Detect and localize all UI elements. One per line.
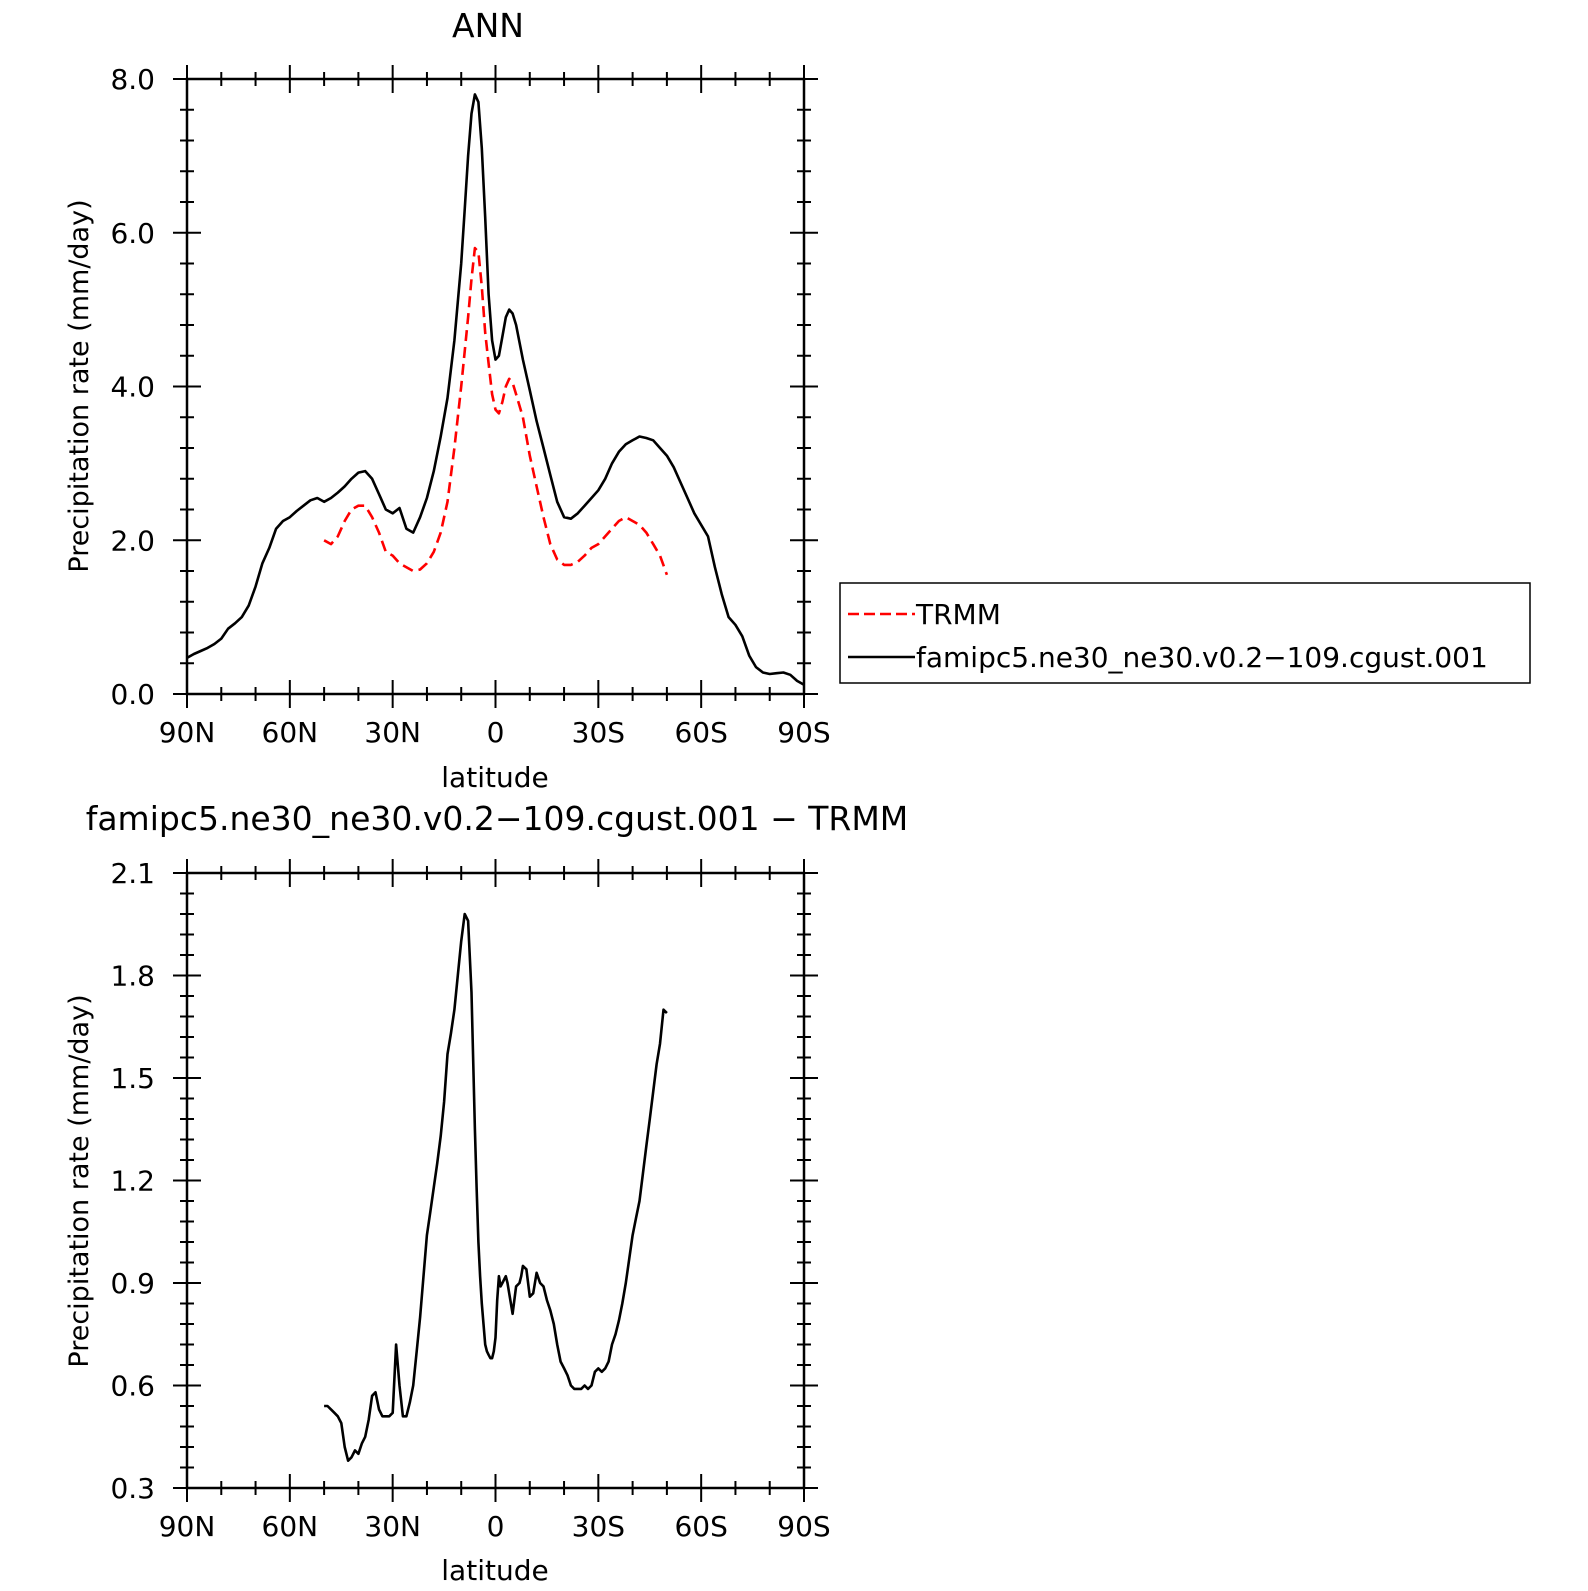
top-x-tick-label: 60S (674, 716, 727, 749)
bottom-y-axis-label: Precipitation rate (mm/day) (64, 994, 95, 1367)
top-x-tick-label: 90N (159, 716, 216, 749)
bottom-panel: famipc5.ne30_ne30.v0.2−109.cgust.001 − T… (64, 799, 908, 1587)
top-frame (185, 77, 806, 696)
top-series-line-trmm (323, 246, 669, 576)
bottom-plot-area (324, 912, 668, 1462)
bottom-y-tick-label: 0.3 (110, 1472, 155, 1505)
top-plot-area (186, 93, 805, 686)
top-x-tick-label: 30S (572, 716, 625, 749)
top-title: ANN (452, 6, 524, 45)
top-y-tick-label: 4.0 (110, 371, 155, 404)
bottom-x-tick-label: 60N (262, 1510, 319, 1543)
bottom-y-tick-label: 1.2 (110, 1165, 155, 1198)
bottom-x-tick-label: 90N (159, 1510, 216, 1543)
top-panel: ANN 90N 60N 30N 0 30S 60S 90S 0.0 2.0 4.0 6.0 8.0 P… (64, 6, 831, 794)
bottom-x-tick-label: 0 (487, 1510, 505, 1543)
top-x-tick-label: 90S (777, 716, 830, 749)
bottom-x-axis-label: latitude (441, 1554, 548, 1587)
bottom-x-tick-label: 90S (777, 1510, 830, 1543)
bottom-title: famipc5.ne30_ne30.v0.2−109.cgust.001 − T… (86, 799, 909, 838)
top-y-tick-label: 6.0 (110, 217, 155, 250)
legend-label-trmm: TRMM (915, 598, 1001, 631)
bottom-y-tick-label: 1.8 (110, 960, 155, 993)
top-y-axis-label: Precipitation rate (mm/day) (64, 199, 95, 572)
top-y-tick-label: 0.0 (110, 678, 155, 711)
bottom-y-tick-label: 0.9 (110, 1267, 155, 1300)
bottom-ticks: 90N 60N 30N 0 30S 60S 90S 0.3 0.6 0.9 1.2 1.5 1.8 2.1 (110, 857, 830, 1543)
bottom-series-line-model (324, 912, 668, 1462)
top-x-tick-label: 60N (262, 716, 319, 749)
bottom-y-tick-label: 1.5 (110, 1062, 155, 1095)
top-x-tick-label: 30N (364, 716, 421, 749)
bottom-x-tick-label: 30N (364, 1510, 421, 1543)
top-series-line-model (186, 93, 805, 686)
bottom-x-tick-label: 60S (674, 1510, 727, 1543)
top-y-tick-label: 8.0 (110, 63, 155, 96)
legend-box (839, 582, 1531, 684)
top-y-tick-label: 2.0 (110, 524, 155, 557)
bottom-frame (185, 871, 806, 1490)
legend: TRMM famipc5.ne30_ne30.v0.2−109.cgust.00… (839, 582, 1531, 684)
legend-label-model: famipc5.ne30_ne30.v0.2−109.cgust.001 (916, 641, 1488, 674)
top-x-axis-label: latitude (441, 761, 548, 794)
top-ticks: 90N 60N 30N 0 30S 60S 90S 0.0 2.0 4.0 6.0 8.0 (110, 63, 830, 749)
bottom-y-tick-label: 0.6 (110, 1370, 155, 1403)
top-x-tick-label: 0 (487, 716, 505, 749)
bottom-x-tick-label: 30S (572, 1510, 625, 1543)
bottom-y-tick-label: 2.1 (110, 857, 155, 890)
